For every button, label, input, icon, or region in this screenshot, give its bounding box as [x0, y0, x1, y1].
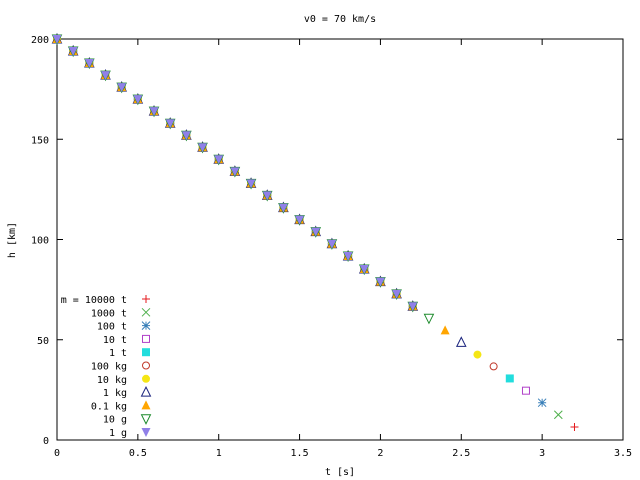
- data-point: [133, 95, 143, 105]
- y-axis: 0 50 100 150 200: [31, 35, 623, 447]
- data-point: [278, 203, 288, 213]
- legend-marker: [141, 321, 151, 330]
- data-point: [84, 59, 94, 69]
- x-tick-label: 2: [377, 448, 383, 459]
- data-point: [198, 143, 208, 153]
- x-tick-label: 3.5: [614, 448, 632, 459]
- x-tick-label: 1.5: [291, 448, 309, 459]
- data-point: [489, 362, 498, 371]
- legend-marker: [141, 400, 151, 410]
- x-tick-label: 3: [539, 448, 545, 459]
- legend-marker: [140, 414, 152, 425]
- y-tick-label: 200: [31, 35, 49, 46]
- data-point: [311, 227, 321, 237]
- legend-label: 10 t: [103, 335, 127, 346]
- legend-marker: [141, 428, 151, 437]
- x-axis: 0 0.5 1 1.5 2 2.5 3 3.5: [54, 39, 632, 459]
- data-point: [455, 336, 467, 347]
- legend-label: 1 kg: [103, 388, 127, 399]
- data-point: [505, 374, 514, 383]
- data-point: [101, 71, 111, 81]
- data-point: [262, 191, 272, 201]
- y-axis-label: h [km]: [7, 222, 18, 258]
- plot-frame: [56, 38, 624, 441]
- data-point: [52, 35, 62, 44]
- data-point: [392, 289, 402, 299]
- data-point: [408, 302, 418, 312]
- y-tick-label: 100: [31, 236, 49, 247]
- data-point: [359, 264, 369, 274]
- data-point: [181, 131, 191, 141]
- data-point: [521, 386, 530, 395]
- legend-marker: [142, 295, 150, 303]
- legend-label: 100 t: [97, 322, 127, 333]
- legend-label: 1 g: [109, 428, 127, 439]
- series: [52, 34, 563, 420]
- legend-label: m = 10000 t: [61, 295, 127, 306]
- legend: m = 10000 t 1000 t 100 t 10 t 1 t 100 kg 10 kg…: [61, 295, 152, 439]
- legend-label: 0.1 kg: [91, 401, 127, 412]
- data-point: [537, 398, 547, 408]
- legend-label: 100 kg: [91, 362, 127, 373]
- series: [52, 35, 418, 312]
- data-point: [165, 119, 175, 129]
- legend-marker: [141, 307, 151, 317]
- data-point: [230, 167, 240, 177]
- x-tick-label: 1: [216, 448, 222, 459]
- data-point: [570, 422, 579, 431]
- data-point: [553, 410, 563, 420]
- legend-label: 10 g: [103, 415, 127, 426]
- y-tick-label: 0: [43, 436, 49, 447]
- legend-marker: [142, 374, 150, 383]
- data-point: [327, 239, 337, 249]
- data-point: [423, 313, 435, 325]
- x-tick-label: 0: [54, 448, 60, 459]
- data-point: [246, 179, 256, 189]
- legend-marker: [142, 348, 150, 357]
- data-point: [68, 47, 78, 57]
- y-tick-label: 50: [37, 336, 49, 347]
- x-tick-label: 2.5: [452, 448, 470, 459]
- chart-title: v0 = 70 km/s: [304, 14, 376, 25]
- data-point: [473, 350, 482, 359]
- legend-marker: [142, 334, 150, 343]
- legend-label: 10 kg: [97, 375, 127, 386]
- legend-label: 1 t: [109, 348, 127, 359]
- x-tick-label: 0.5: [129, 448, 147, 459]
- y-tick-label: 150: [31, 135, 49, 146]
- data-point: [440, 325, 450, 335]
- data-point: [149, 107, 159, 117]
- data-point: [343, 251, 353, 261]
- data-point: [117, 83, 127, 93]
- legend-marker: [140, 385, 152, 397]
- data-points: [51, 32, 579, 431]
- data-point: [214, 155, 224, 165]
- legend-label: 1000 t: [91, 308, 127, 319]
- data-point: [295, 215, 305, 225]
- legend-marker: [142, 361, 150, 370]
- x-axis-label: t [s]: [325, 467, 355, 478]
- data-point: [375, 277, 385, 287]
